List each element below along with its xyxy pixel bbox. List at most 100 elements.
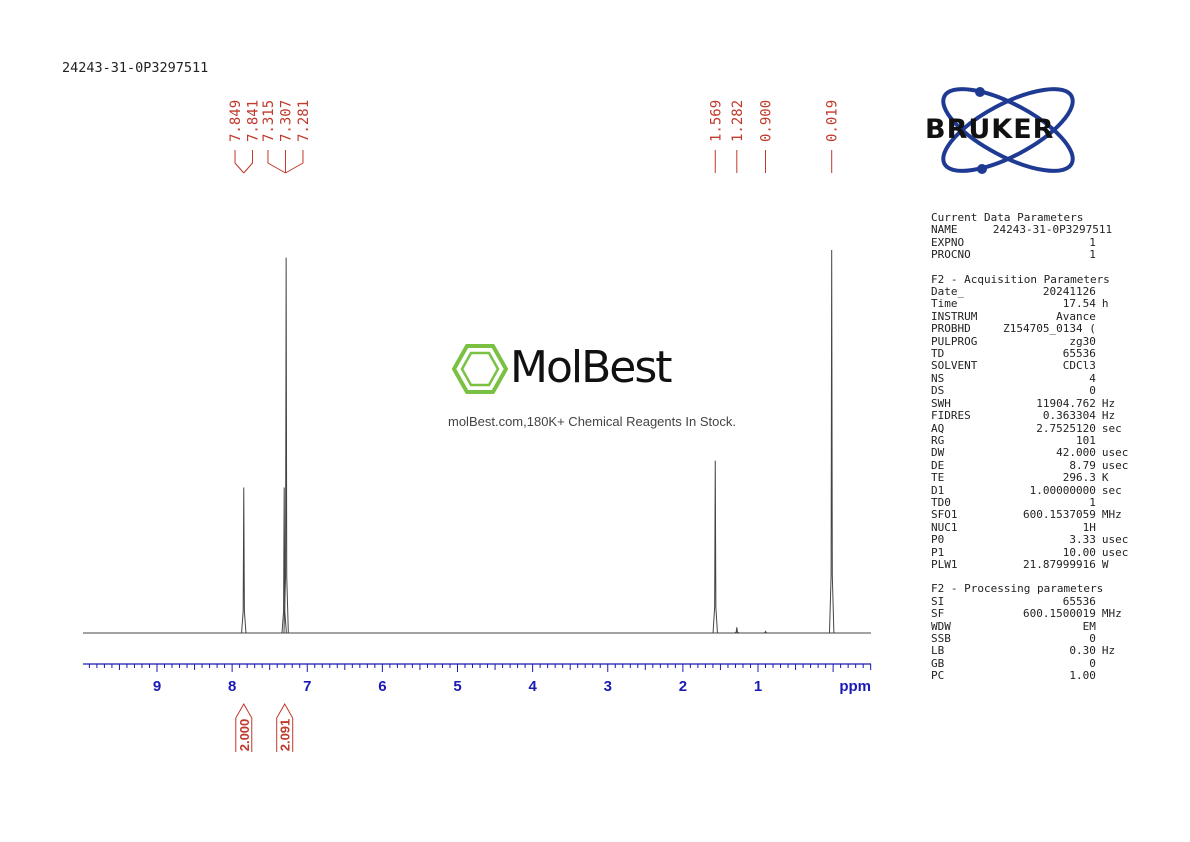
- param-name: Date_: [931, 285, 965, 299]
- x-tick-label: 3: [604, 678, 612, 695]
- param-name: NAME: [931, 223, 958, 237]
- x-axis: 9 8 7 6 5 4 3 2 1 ppm: [83, 663, 872, 695]
- param-value: 4: [1089, 371, 1096, 385]
- current-data-parameters: Current Data Parameters NAME 24243-31-0P3…: [931, 211, 1131, 262]
- param-name: PLW1: [931, 557, 958, 571]
- peak-label: 7.315: [261, 100, 277, 142]
- param-value: 0: [1089, 656, 1096, 670]
- param-row-fidres: FIDRES 0.363304 Hz: [931, 409, 1131, 423]
- param-name: NUC1: [931, 520, 958, 534]
- integral-value: 2.091: [278, 719, 293, 752]
- param-unit: Hz: [1101, 409, 1116, 423]
- param-name: INSTRUM: [931, 309, 978, 323]
- param-row-solvent: SOLVENT CDCl3: [931, 360, 1131, 373]
- param-name: SFO1: [931, 508, 958, 522]
- param-value: 296.3: [1062, 471, 1096, 485]
- param-name: D1: [931, 483, 945, 497]
- param-unit: [1096, 249, 1131, 261]
- param-value: 24243-31-0P3297511: [992, 223, 1113, 237]
- param-unit: [1096, 336, 1131, 348]
- sample-id: 24243-31-0P3297511: [62, 60, 209, 76]
- param-row-instrum: INSTRUM Avance: [931, 309, 1131, 323]
- param-name: SI: [931, 594, 945, 608]
- peak-5: [763, 630, 768, 634]
- peak-label-connector: [234, 150, 245, 174]
- param-value: 101: [1076, 433, 1096, 447]
- peak-0: [241, 487, 247, 634]
- param-name: TD: [931, 347, 945, 361]
- param-row-time: Time 17.54 h: [931, 297, 1131, 311]
- watermark-name: MolBest: [510, 342, 673, 393]
- param-row-name: NAME 24243-31-0P3297511: [931, 223, 1131, 237]
- param-value: 1: [1089, 235, 1096, 249]
- peak-label-connector: [243, 150, 254, 174]
- peak-6: [828, 249, 835, 634]
- param-unit: usec: [1101, 446, 1129, 460]
- param-value: Z154705_0134 (: [1003, 322, 1096, 336]
- param-unit: sec: [1101, 421, 1122, 435]
- param-row-si: SI 65536: [931, 594, 1131, 608]
- param-unit: [1096, 658, 1131, 670]
- param-row-de: DE 8.79 usec: [931, 459, 1131, 472]
- benzene-logo-icon: [452, 344, 508, 394]
- param-unit: MHz: [1101, 508, 1122, 522]
- acquisition-parameters: F2 - Acquisition Parameters Date_ 2024112…: [931, 273, 1131, 572]
- params-title: Current Data Parameters: [931, 211, 1084, 224]
- param-row-rg: RG 101: [931, 433, 1131, 447]
- param-row-date: Date_ 20241126: [931, 285, 1131, 299]
- peak-label: 0.019: [825, 100, 841, 142]
- watermark-tagline: molBest.com,180K+ Chemical Reagents In S…: [448, 414, 736, 429]
- x-tick-label: 2: [679, 678, 687, 695]
- param-unit: [1096, 670, 1131, 682]
- param-row-sf: SF 600.1500019 MHz: [931, 607, 1131, 621]
- param-unit: [1096, 323, 1131, 335]
- param-unit: [1096, 621, 1131, 633]
- param-name: WDW: [931, 619, 951, 633]
- param-name: RG: [931, 433, 945, 447]
- param-name: AQ: [931, 421, 945, 435]
- param-value: 3.33: [1069, 533, 1096, 547]
- param-name: TE: [931, 471, 945, 485]
- x-tick-label: 1: [754, 678, 762, 695]
- peak-label: 1.569: [708, 100, 724, 142]
- param-value: 10.00: [1062, 545, 1096, 559]
- param-unit: [1097, 224, 1131, 236]
- param-row-te: TE 296.3 K: [931, 471, 1131, 485]
- param-value: 1: [1089, 495, 1096, 509]
- param-unit: sec: [1101, 483, 1122, 497]
- param-name: P0: [931, 533, 945, 547]
- peak-2: [283, 257, 289, 634]
- param-name: PC: [931, 669, 945, 683]
- param-row-wdw: WDW EM: [931, 619, 1131, 633]
- peak-4: [734, 627, 740, 634]
- param-unit: K: [1101, 471, 1109, 485]
- param-row-nuc1: NUC1 1H: [931, 520, 1131, 534]
- param-value: 0: [1089, 632, 1096, 645]
- param-value: 21.87999916: [1023, 557, 1096, 571]
- param-name: NS: [931, 371, 945, 385]
- param-value: 0: [1089, 384, 1096, 398]
- param-row-pulprog: PULPROG zg30: [931, 335, 1131, 348]
- param-unit: h: [1101, 297, 1109, 311]
- param-name: TD0: [931, 495, 951, 509]
- param-row-aq: AQ 2.7525120 sec: [931, 421, 1131, 435]
- spectrum-trace-group: [83, 249, 871, 634]
- peak-label: 1.282: [730, 100, 746, 142]
- x-tick-label: 7: [303, 678, 311, 695]
- param-value: 65536: [1062, 347, 1096, 361]
- peak-labels: 7.849 7.841 7.315 7.307 7.281 1.569 1.282 0.900…: [228, 100, 841, 174]
- x-tick-label: 4: [528, 678, 537, 695]
- param-unit: MHz: [1101, 607, 1122, 621]
- param-name: FIDRES: [931, 409, 971, 423]
- param-row-ns: NS 4: [931, 371, 1131, 385]
- x-axis-label: ppm: [839, 678, 871, 695]
- peak-label-connector: [267, 150, 286, 174]
- param-unit: [1096, 237, 1131, 249]
- param-row-sfo1: SFO1 600.1537059 MHz: [931, 508, 1131, 522]
- param-value: 600.1500019: [1023, 607, 1096, 621]
- param-name: PROBHD: [931, 322, 971, 336]
- integral-value: 2.000: [237, 719, 252, 752]
- param-name: P1: [931, 545, 945, 559]
- param-name: PROCNO: [931, 248, 971, 262]
- integral-bracket: [235, 702, 253, 752]
